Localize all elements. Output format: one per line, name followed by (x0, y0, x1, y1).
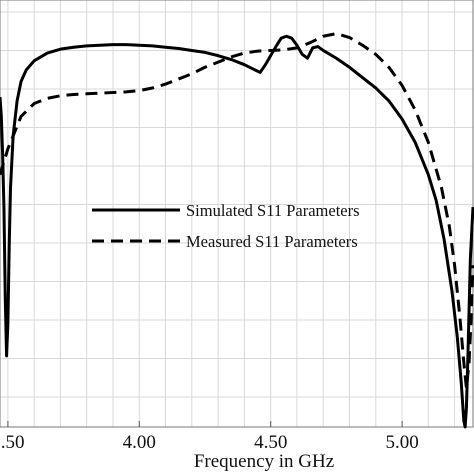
legend-label-simulated: Simulated S11 Parameters (186, 201, 360, 220)
series-line-measured (0, 32, 474, 390)
series-layer (0, 32, 474, 429)
x-tick-label: 4.50 (254, 432, 287, 453)
grid (0, 0, 473, 427)
x-tick-label: 5.00 (385, 432, 418, 453)
x-axis-title: Frequency in GHz (194, 451, 334, 472)
legend-label-measured: Measured S11 Parameters (186, 232, 358, 251)
legend: Simulated S11 Parameters Measured S11 Pa… (92, 201, 360, 251)
x-axis-ticks: 3.50 4.00 4.50 5.00 (0, 421, 419, 453)
x-tick-label: 4.00 (123, 432, 156, 453)
series-line-simulated (0, 34, 474, 429)
x-tick-label: 3.50 (0, 432, 25, 453)
